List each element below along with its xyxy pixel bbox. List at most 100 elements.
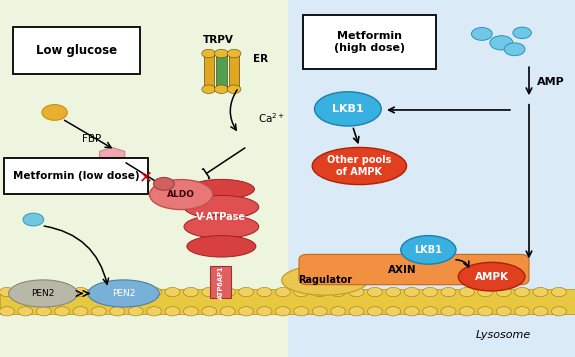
Circle shape: [183, 287, 198, 297]
Text: V-ATPase: V-ATPase: [197, 212, 246, 222]
Circle shape: [147, 307, 162, 316]
Circle shape: [55, 307, 70, 316]
Circle shape: [423, 307, 438, 316]
Text: PEN2: PEN2: [32, 289, 55, 298]
Circle shape: [23, 213, 44, 226]
Circle shape: [110, 287, 125, 297]
Bar: [216, 55, 227, 87]
Circle shape: [128, 307, 143, 316]
Bar: [210, 266, 231, 298]
Circle shape: [202, 85, 216, 94]
Circle shape: [154, 177, 174, 190]
Circle shape: [42, 105, 67, 120]
FancyBboxPatch shape: [4, 158, 148, 194]
Circle shape: [257, 307, 272, 316]
Circle shape: [423, 287, 438, 297]
Circle shape: [312, 287, 327, 297]
Circle shape: [490, 36, 513, 50]
Circle shape: [36, 307, 51, 316]
Text: Metformin
(high dose): Metformin (high dose): [334, 31, 405, 53]
Circle shape: [91, 287, 106, 297]
Circle shape: [183, 307, 198, 316]
Text: TRPV: TRPV: [203, 35, 234, 45]
Circle shape: [239, 287, 254, 297]
Circle shape: [386, 287, 401, 297]
Circle shape: [294, 287, 309, 297]
Circle shape: [441, 287, 456, 297]
Circle shape: [386, 307, 401, 316]
Circle shape: [128, 287, 143, 297]
Circle shape: [459, 307, 474, 316]
Circle shape: [202, 287, 217, 297]
Ellipse shape: [9, 280, 78, 307]
Text: ATP6AP1: ATP6AP1: [218, 265, 224, 299]
Circle shape: [36, 287, 51, 297]
Circle shape: [504, 43, 525, 56]
Circle shape: [202, 307, 217, 316]
Text: Ragulator: Ragulator: [298, 275, 352, 285]
Circle shape: [165, 287, 180, 297]
Circle shape: [533, 307, 548, 316]
Circle shape: [55, 287, 70, 297]
Ellipse shape: [88, 280, 159, 307]
Text: Ca$^{2+}$: Ca$^{2+}$: [258, 112, 285, 125]
Text: AMP: AMP: [536, 77, 564, 87]
Ellipse shape: [187, 236, 256, 257]
FancyBboxPatch shape: [13, 27, 140, 74]
Circle shape: [0, 287, 14, 297]
Circle shape: [294, 307, 309, 316]
Circle shape: [533, 287, 548, 297]
Circle shape: [110, 307, 125, 316]
Circle shape: [349, 287, 364, 297]
Text: ER: ER: [253, 54, 268, 64]
Ellipse shape: [184, 196, 259, 218]
Circle shape: [496, 287, 511, 297]
Circle shape: [551, 287, 566, 297]
Bar: [0, 289, 575, 314]
Text: Lysosome: Lysosome: [476, 330, 531, 340]
Circle shape: [214, 49, 228, 58]
Circle shape: [367, 287, 382, 297]
Circle shape: [165, 307, 180, 316]
Circle shape: [227, 85, 241, 94]
Circle shape: [18, 307, 33, 316]
Circle shape: [312, 307, 327, 316]
Polygon shape: [0, 0, 288, 357]
Circle shape: [214, 85, 228, 94]
Circle shape: [331, 287, 346, 297]
Ellipse shape: [282, 265, 368, 295]
Circle shape: [478, 287, 493, 297]
Circle shape: [478, 307, 493, 316]
Circle shape: [515, 287, 530, 297]
Circle shape: [404, 307, 419, 316]
Circle shape: [227, 49, 241, 58]
Ellipse shape: [458, 262, 525, 291]
Circle shape: [404, 287, 419, 297]
Ellipse shape: [184, 215, 259, 238]
Circle shape: [459, 287, 474, 297]
Text: LKB1: LKB1: [415, 245, 442, 255]
Circle shape: [441, 307, 456, 316]
Circle shape: [515, 307, 530, 316]
Circle shape: [0, 307, 14, 316]
Text: PEN2: PEN2: [112, 289, 135, 298]
Circle shape: [73, 307, 88, 316]
Circle shape: [220, 307, 235, 316]
Circle shape: [551, 307, 566, 316]
Ellipse shape: [150, 180, 213, 210]
Text: AXIN: AXIN: [388, 265, 417, 275]
Circle shape: [331, 307, 346, 316]
FancyBboxPatch shape: [303, 15, 436, 69]
Circle shape: [472, 27, 492, 40]
Circle shape: [91, 307, 106, 316]
Circle shape: [275, 307, 290, 316]
Circle shape: [73, 287, 88, 297]
Text: ALDO: ALDO: [167, 190, 195, 199]
Circle shape: [367, 307, 382, 316]
Circle shape: [257, 287, 272, 297]
Text: LKB1: LKB1: [332, 104, 364, 114]
Circle shape: [513, 27, 531, 39]
Polygon shape: [288, 0, 575, 357]
Text: FBP: FBP: [82, 134, 102, 144]
Ellipse shape: [312, 147, 407, 185]
